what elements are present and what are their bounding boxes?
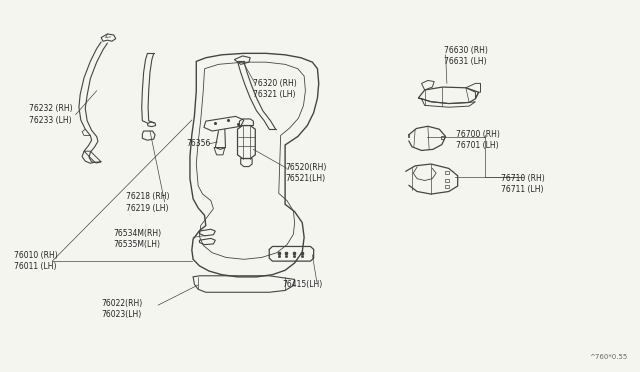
Text: 76356: 76356 [187,140,211,148]
Text: 76630 (RH)
76631 (LH): 76630 (RH) 76631 (LH) [444,46,488,66]
Text: 76218 (RH)
76219 (LH): 76218 (RH) 76219 (LH) [127,192,170,212]
Text: 76320 (RH)
76321 (LH): 76320 (RH) 76321 (LH) [253,79,297,99]
Text: 76232 (RH)
76233 (LH): 76232 (RH) 76233 (LH) [29,105,73,125]
Text: ^760*0.55: ^760*0.55 [589,354,628,360]
Text: 76520(RH)
76521(LH): 76520(RH) 76521(LH) [285,163,326,183]
Text: 76700 (RH)
76701 (LH): 76700 (RH) 76701 (LH) [456,130,500,150]
Text: 76415(LH): 76415(LH) [282,280,322,289]
Text: 76010 (RH)
76011 (LH): 76010 (RH) 76011 (LH) [14,251,58,271]
Text: 76534M(RH)
76535M(LH): 76534M(RH) 76535M(LH) [114,229,162,249]
Text: 76710 (RH)
76711 (LH): 76710 (RH) 76711 (LH) [501,174,545,194]
Text: 76022(RH)
76023(LH): 76022(RH) 76023(LH) [101,299,142,319]
